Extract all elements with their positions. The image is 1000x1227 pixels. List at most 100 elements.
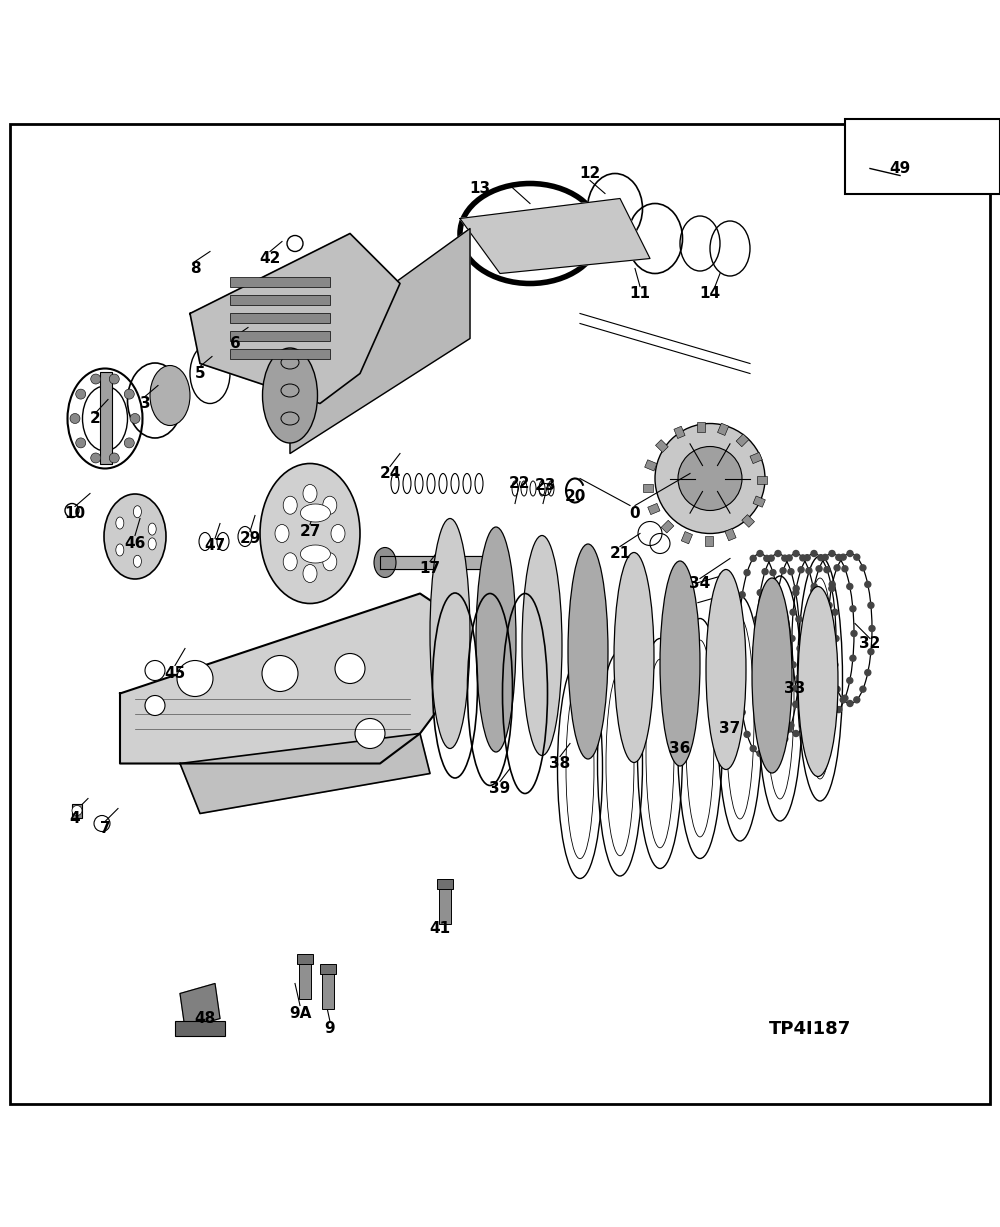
Ellipse shape xyxy=(323,496,337,514)
Circle shape xyxy=(793,686,799,692)
Circle shape xyxy=(804,555,810,561)
Text: 11: 11 xyxy=(630,286,650,301)
Circle shape xyxy=(851,631,857,637)
Text: 38: 38 xyxy=(549,756,571,771)
Bar xyxy=(320,963,336,973)
Circle shape xyxy=(177,660,213,697)
Circle shape xyxy=(790,661,796,667)
Bar xyxy=(175,1021,225,1036)
Text: 45: 45 xyxy=(164,666,186,681)
Ellipse shape xyxy=(283,553,297,571)
Circle shape xyxy=(807,631,813,637)
Circle shape xyxy=(836,555,842,561)
Bar xyxy=(681,531,692,544)
Bar xyxy=(697,422,705,432)
Circle shape xyxy=(868,649,874,655)
Ellipse shape xyxy=(303,485,317,503)
Ellipse shape xyxy=(323,553,337,571)
Circle shape xyxy=(818,555,824,561)
Circle shape xyxy=(335,654,365,683)
Circle shape xyxy=(790,610,796,615)
Circle shape xyxy=(786,726,792,733)
Circle shape xyxy=(829,582,835,588)
Circle shape xyxy=(775,591,781,598)
Circle shape xyxy=(829,670,835,676)
Polygon shape xyxy=(290,228,470,454)
Bar xyxy=(230,294,330,304)
Ellipse shape xyxy=(568,544,608,760)
Circle shape xyxy=(130,413,140,423)
Circle shape xyxy=(806,568,812,574)
Circle shape xyxy=(850,655,856,661)
Ellipse shape xyxy=(614,552,654,762)
Circle shape xyxy=(860,564,866,571)
Circle shape xyxy=(76,438,86,448)
Ellipse shape xyxy=(374,547,396,578)
Text: 42: 42 xyxy=(259,252,281,266)
Ellipse shape xyxy=(522,535,562,756)
Text: 48: 48 xyxy=(194,1011,216,1026)
Bar xyxy=(439,883,451,924)
Bar xyxy=(705,535,713,546)
Bar xyxy=(718,423,729,436)
Circle shape xyxy=(768,736,774,742)
Circle shape xyxy=(865,670,871,676)
Circle shape xyxy=(825,626,831,632)
Bar xyxy=(845,119,1000,194)
Circle shape xyxy=(811,693,817,699)
Circle shape xyxy=(655,423,765,534)
Text: 47: 47 xyxy=(204,537,226,553)
Circle shape xyxy=(854,697,860,703)
Circle shape xyxy=(836,707,842,713)
Circle shape xyxy=(829,551,835,557)
Bar xyxy=(742,514,754,528)
Circle shape xyxy=(744,731,750,737)
Circle shape xyxy=(109,374,119,384)
Circle shape xyxy=(847,677,853,683)
Circle shape xyxy=(865,582,871,588)
Bar xyxy=(230,276,330,286)
Ellipse shape xyxy=(300,545,330,563)
Circle shape xyxy=(793,702,799,707)
Circle shape xyxy=(771,640,777,647)
Circle shape xyxy=(847,701,853,707)
Circle shape xyxy=(868,602,874,609)
Ellipse shape xyxy=(104,494,166,579)
Circle shape xyxy=(775,709,781,715)
Text: 17: 17 xyxy=(419,561,441,575)
Circle shape xyxy=(109,453,119,463)
Circle shape xyxy=(854,555,860,561)
Text: 34: 34 xyxy=(689,575,711,591)
Circle shape xyxy=(822,707,828,713)
Circle shape xyxy=(775,551,781,557)
Text: 13: 13 xyxy=(469,182,491,196)
Ellipse shape xyxy=(331,524,345,542)
Ellipse shape xyxy=(283,496,297,514)
Text: 32: 32 xyxy=(859,636,881,652)
Circle shape xyxy=(818,717,824,723)
Circle shape xyxy=(826,602,832,609)
Bar xyxy=(645,460,657,471)
Circle shape xyxy=(778,681,784,687)
Text: 6: 6 xyxy=(230,336,240,351)
Circle shape xyxy=(757,590,763,595)
Bar xyxy=(643,483,653,492)
Circle shape xyxy=(739,591,745,598)
Text: 4: 4 xyxy=(70,811,80,826)
Circle shape xyxy=(829,585,835,591)
Text: 8: 8 xyxy=(190,261,200,276)
Circle shape xyxy=(778,620,784,626)
Circle shape xyxy=(793,551,799,557)
Circle shape xyxy=(840,697,846,703)
Ellipse shape xyxy=(262,348,318,443)
Ellipse shape xyxy=(133,506,141,518)
Circle shape xyxy=(816,696,822,701)
Text: 3: 3 xyxy=(140,396,150,411)
Circle shape xyxy=(70,413,80,423)
Circle shape xyxy=(796,616,802,622)
Circle shape xyxy=(757,702,763,707)
Circle shape xyxy=(829,686,835,692)
Bar xyxy=(753,496,765,507)
Circle shape xyxy=(744,569,750,575)
Bar xyxy=(674,426,685,438)
